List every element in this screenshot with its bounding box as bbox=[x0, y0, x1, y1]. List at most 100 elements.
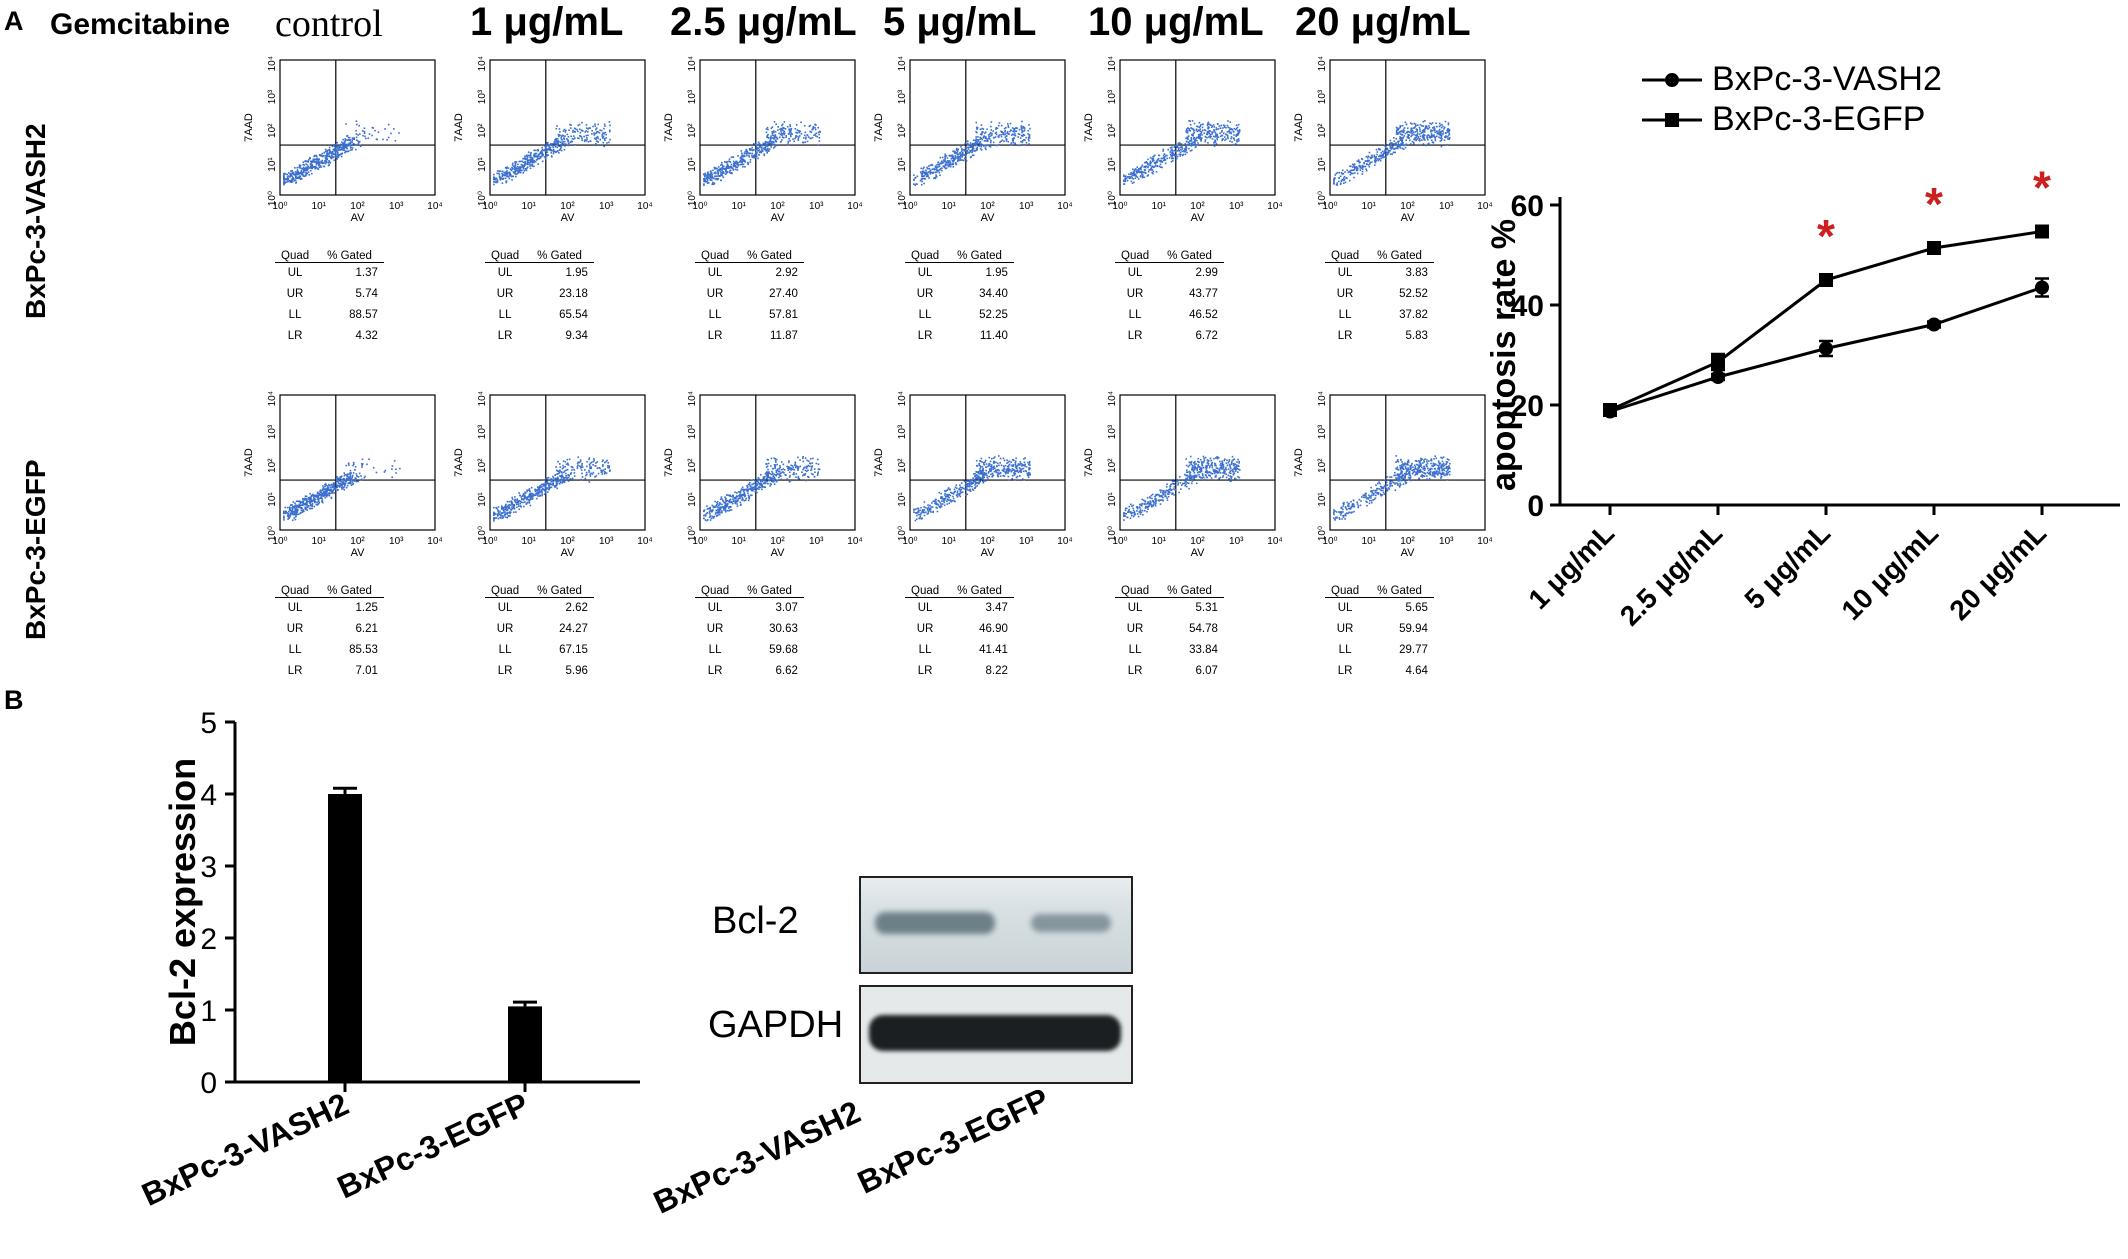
stats-row: LR 9.34 bbox=[485, 326, 594, 347]
gated-value: 2.92 bbox=[775, 267, 798, 279]
x-tick-label: 10⁴ bbox=[1267, 201, 1282, 212]
x-axis-label: AV bbox=[981, 212, 996, 224]
plot-frame bbox=[279, 59, 436, 196]
quad-label: UL bbox=[917, 602, 933, 614]
x-tick-label: 10² bbox=[1190, 536, 1205, 547]
y-tick-label: 10⁰ bbox=[1107, 526, 1118, 541]
y-tick-label: 10¹ bbox=[477, 157, 488, 172]
y-axis-label: apoptosis rate % bbox=[1485, 219, 1523, 491]
x-tick-label: 10⁰ bbox=[482, 201, 497, 212]
quad-label: LR bbox=[1127, 330, 1143, 342]
flow-plot: 10⁰ 10⁰ 10¹ 10¹ 10² 10² 10³ 10³ 10⁴ 10⁴ AV 7AAD bbox=[655, 50, 865, 280]
stats-row: UL 1.95 bbox=[905, 263, 1014, 285]
legend-square-marker bbox=[1665, 113, 1679, 127]
y-tick-label: 10⁰ bbox=[267, 191, 278, 206]
x-tick-label: 10⁰ bbox=[1112, 201, 1127, 212]
y-tick-label: 10³ bbox=[1317, 424, 1328, 439]
stats-row: UL 1.25 bbox=[275, 598, 384, 620]
stats-header-quad: Quad bbox=[1325, 585, 1366, 598]
quad-label: UL bbox=[287, 267, 303, 279]
x-tick-label: 10¹ bbox=[312, 201, 327, 212]
x-tick-label: 10⁰ bbox=[692, 536, 707, 547]
y-axis-label: 7AAD bbox=[453, 113, 465, 142]
y-tick-label: 10⁴ bbox=[687, 56, 698, 71]
quad-label: LL bbox=[1338, 309, 1352, 321]
quad-label: UR bbox=[706, 288, 724, 300]
plot-frame bbox=[489, 394, 646, 531]
y-tick-label: 10⁰ bbox=[687, 191, 698, 206]
x-tick-label: 10² bbox=[350, 536, 365, 547]
x-tick-label: 10⁴ bbox=[637, 536, 652, 547]
stats-header-gated: % Gated bbox=[735, 250, 804, 263]
gated-value: 85.53 bbox=[349, 644, 378, 656]
y-tick-label: 10⁴ bbox=[267, 391, 278, 406]
y-axis-label: 7AAD bbox=[243, 113, 255, 142]
stats-row: UL 2.92 bbox=[695, 263, 804, 285]
stats-table: Quad% Gated UL 2.62 UR 24.27 LL 67.15 LR 5.96 bbox=[485, 585, 594, 682]
stats-header-gated: % Gated bbox=[1365, 250, 1434, 263]
gated-value: 33.84 bbox=[1189, 644, 1218, 656]
gated-value: 43.77 bbox=[1189, 288, 1218, 300]
y-axis-label: 7AAD bbox=[663, 448, 675, 477]
plot-frame bbox=[699, 59, 856, 196]
flow-plot: 10⁰ 10⁰ 10¹ 10¹ 10² 10² 10³ 10³ 10⁴ 10⁴ AV 7AAD bbox=[235, 50, 445, 280]
stats-table: Quad% Gated UL 1.95 UR 23.18 LL 65.54 LR 9.34 bbox=[485, 250, 594, 347]
blot-lane-vash2: BxPc-3-VASH2 bbox=[648, 1093, 866, 1221]
gated-value: 4.32 bbox=[355, 330, 378, 342]
x-tick-label: 10⁰ bbox=[902, 201, 917, 212]
gated-value: 5.96 bbox=[565, 665, 588, 677]
plot-frame bbox=[1119, 394, 1276, 531]
y-tick-label: 10³ bbox=[267, 424, 278, 439]
quad-label: LR bbox=[707, 665, 723, 677]
y-axis-label: 7AAD bbox=[1083, 113, 1095, 142]
y-tick-label: 10⁰ bbox=[1317, 191, 1328, 206]
y-tick-label: 10² bbox=[1317, 123, 1328, 138]
x-tick-label: 10² bbox=[1400, 536, 1415, 547]
stats-row: LL 46.52 bbox=[1115, 305, 1224, 326]
gated-value: 7.01 bbox=[355, 665, 378, 677]
y-tick-label: 10⁴ bbox=[687, 391, 698, 406]
y-axis-label: 7AAD bbox=[243, 448, 255, 477]
x-tick-label: 10³ bbox=[1019, 201, 1034, 212]
stats-header-quad: Quad bbox=[905, 250, 946, 263]
y-tick-label: 40 bbox=[1511, 290, 1544, 323]
quad-label: UR bbox=[286, 288, 304, 300]
y-tick-label: 10² bbox=[477, 458, 488, 473]
y-axis-label: Bcl-2 expression bbox=[162, 758, 203, 1046]
y-tick-label: 10¹ bbox=[1317, 157, 1328, 172]
x-tick-label: BxPc-3-VASH2 bbox=[136, 1086, 354, 1213]
plot-frame bbox=[909, 59, 1066, 196]
x-tick-label: 10² bbox=[1400, 201, 1415, 212]
data-point-egfp bbox=[1819, 273, 1833, 287]
stats-header-gated: % Gated bbox=[1155, 585, 1224, 598]
gated-value: 3.83 bbox=[1405, 267, 1428, 279]
stats-header-gated: % Gated bbox=[525, 585, 594, 598]
x-tick-label: 10² bbox=[980, 536, 995, 547]
stats-row: UR 34.40 bbox=[905, 284, 1014, 305]
gated-value: 1.95 bbox=[985, 267, 1008, 279]
x-tick-label: 10² bbox=[770, 536, 785, 547]
x-tick-label: 10⁰ bbox=[1112, 536, 1127, 547]
quad-label: UR bbox=[1336, 288, 1354, 300]
flow-plot: 10⁰ 10⁰ 10¹ 10¹ 10² 10² 10³ 10³ 10⁴ 10⁴ AV 7AAD bbox=[445, 385, 655, 615]
x-tick-label: 10⁰ bbox=[272, 201, 287, 212]
y-tick-label: 10⁰ bbox=[897, 526, 908, 541]
x-tick-label: 10⁴ bbox=[1057, 201, 1072, 212]
plot-frame bbox=[1329, 59, 1486, 196]
quad-label: LL bbox=[288, 644, 302, 656]
significance-star: * bbox=[2033, 162, 2051, 214]
x-tick-label: 10⁴ bbox=[1477, 201, 1492, 212]
bcl2-band-lane2 bbox=[1031, 914, 1111, 932]
quad-label: UL bbox=[287, 602, 303, 614]
x-tick-label: 2.5 μg/mL bbox=[1614, 517, 1728, 631]
stats-row: LR 5.83 bbox=[1325, 326, 1434, 347]
stats-row: LR 4.64 bbox=[1325, 661, 1434, 682]
x-tick-label: 10² bbox=[1190, 201, 1205, 212]
quad-label: UL bbox=[917, 267, 933, 279]
x-tick-label: 10¹ bbox=[1152, 201, 1167, 212]
gated-value: 30.63 bbox=[769, 623, 798, 635]
stats-row: LL 29.77 bbox=[1325, 640, 1434, 661]
gated-value: 6.62 bbox=[775, 665, 798, 677]
blot-lane-egfp: BxPc-3-EGFP bbox=[852, 1080, 1055, 1201]
stats-header-gated: % Gated bbox=[735, 585, 804, 598]
